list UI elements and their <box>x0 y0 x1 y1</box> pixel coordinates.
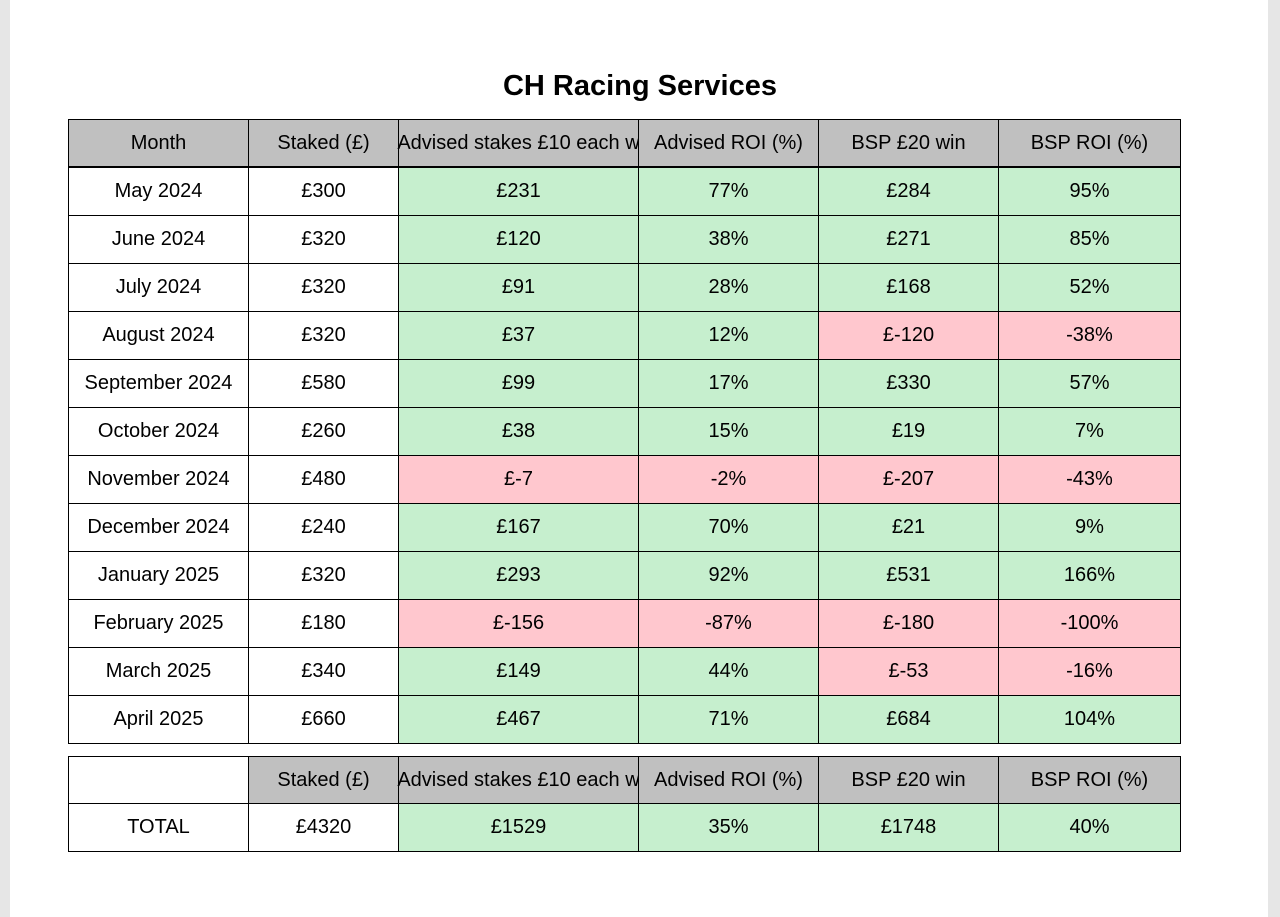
cell: 44% <box>638 647 819 696</box>
cell: 77% <box>638 167 819 216</box>
cell: -16% <box>998 647 1181 696</box>
cell: -100% <box>998 599 1181 648</box>
header-cell: Staked (£) <box>248 119 399 167</box>
cell: 71% <box>638 695 819 744</box>
cell: 7% <box>998 407 1181 456</box>
header-cell: Staked (£) <box>248 756 399 804</box>
header-cell: Advised stakes £10 each w <box>397 119 640 167</box>
cell: 95% <box>998 167 1181 216</box>
cell: £271 <box>818 215 999 264</box>
cell: May 2024 <box>68 167 249 216</box>
cell: September 2024 <box>68 359 249 408</box>
header-cell: Month <box>68 119 249 167</box>
header-cell: BSP £20 win <box>818 119 999 167</box>
cell: £300 <box>248 167 399 216</box>
cell: £231 <box>398 167 639 216</box>
cell: January 2025 <box>68 551 249 600</box>
cell: -38% <box>998 311 1181 360</box>
cell: £284 <box>818 167 999 216</box>
cell: £531 <box>818 551 999 600</box>
cell: August 2024 <box>68 311 249 360</box>
cell: £-53 <box>818 647 999 696</box>
cell: 70% <box>638 503 819 552</box>
total-cell: 40% <box>998 803 1181 852</box>
header-cell: Advised ROI (%) <box>638 119 819 167</box>
cell: 17% <box>638 359 819 408</box>
cell: 9% <box>998 503 1181 552</box>
cell: 52% <box>998 263 1181 312</box>
total-cell: £1748 <box>818 803 999 852</box>
cell: £684 <box>818 695 999 744</box>
cell: November 2024 <box>68 455 249 504</box>
cell: £37 <box>398 311 639 360</box>
cell: £660 <box>248 695 399 744</box>
cell: June 2024 <box>68 215 249 264</box>
cell: October 2024 <box>68 407 249 456</box>
cell: £-207 <box>818 455 999 504</box>
cell: £-180 <box>818 599 999 648</box>
cell: 92% <box>638 551 819 600</box>
cell: £480 <box>248 455 399 504</box>
cell: £21 <box>818 503 999 552</box>
cell: £320 <box>248 311 399 360</box>
cell: £293 <box>398 551 639 600</box>
cell: £120 <box>398 215 639 264</box>
total-cell: 35% <box>638 803 819 852</box>
cell: £-120 <box>818 311 999 360</box>
header-cell: BSP ROI (%) <box>998 756 1181 804</box>
cell: £168 <box>818 263 999 312</box>
title: CH Racing Services <box>502 70 777 102</box>
total-cell: TOTAL <box>68 803 249 852</box>
cell: -43% <box>998 455 1181 504</box>
cell: February 2025 <box>68 599 249 648</box>
cell: 15% <box>638 407 819 456</box>
cell: April 2025 <box>68 695 249 744</box>
cell: December 2024 <box>68 503 249 552</box>
cell: £19 <box>818 407 999 456</box>
header-cell: BSP £20 win <box>818 756 999 804</box>
cell: £467 <box>398 695 639 744</box>
cell: -2% <box>638 455 819 504</box>
cell: £330 <box>818 359 999 408</box>
cell: March 2025 <box>68 647 249 696</box>
cell: 104% <box>998 695 1181 744</box>
cell: £180 <box>248 599 399 648</box>
cell: £167 <box>398 503 639 552</box>
cell: -87% <box>638 599 819 648</box>
total-cell: £1529 <box>398 803 639 852</box>
cell: £-7 <box>398 455 639 504</box>
cell: 28% <box>638 263 819 312</box>
cell: £240 <box>248 503 399 552</box>
cell: £149 <box>398 647 639 696</box>
cell: £91 <box>398 263 639 312</box>
cell: £99 <box>398 359 639 408</box>
cell: 166% <box>998 551 1181 600</box>
total-cell: £4320 <box>248 803 399 852</box>
cell: July 2024 <box>68 263 249 312</box>
header-cell: BSP ROI (%) <box>998 119 1181 167</box>
cell: £320 <box>248 263 399 312</box>
cell: £320 <box>248 551 399 600</box>
cell: 85% <box>998 215 1181 264</box>
cell: 57% <box>998 359 1181 408</box>
cell: 12% <box>638 311 819 360</box>
blank-cell <box>68 756 249 804</box>
cell: £340 <box>248 647 399 696</box>
cell: £580 <box>248 359 399 408</box>
cell: 38% <box>638 215 819 264</box>
cell: £-156 <box>398 599 639 648</box>
cell: £320 <box>248 215 399 264</box>
header-cell: Advised ROI (%) <box>638 756 819 804</box>
cell: £260 <box>248 407 399 456</box>
cell: £38 <box>398 407 639 456</box>
header-cell: Advised stakes £10 each w <box>397 756 640 804</box>
